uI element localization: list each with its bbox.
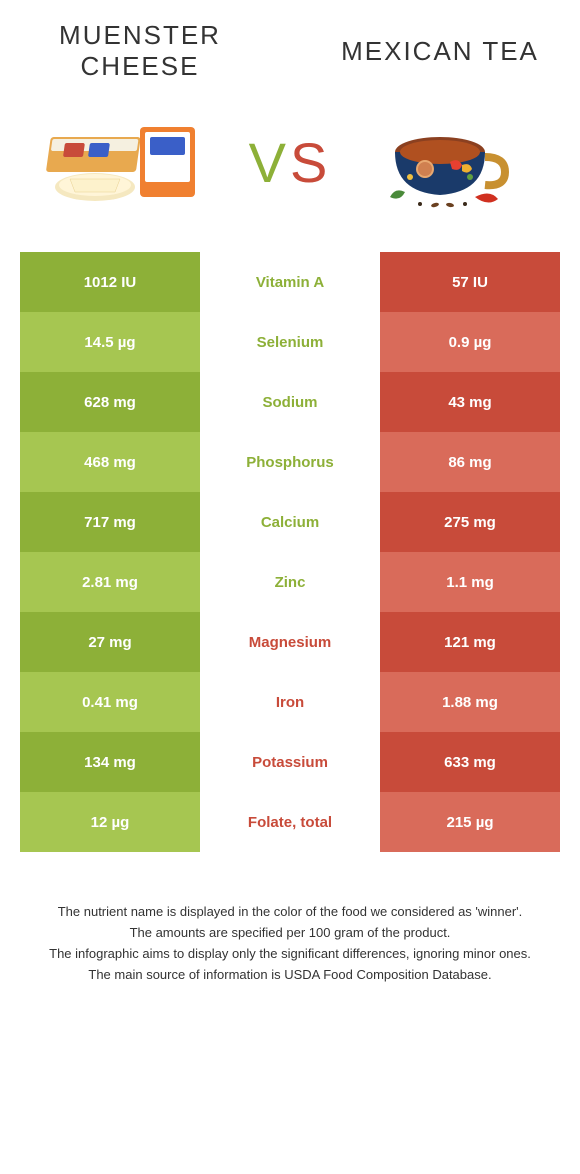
- right-value: 0.9 µg: [380, 312, 560, 372]
- footer-line-2: The amounts are specified per 100 gram o…: [20, 923, 560, 944]
- left-value: 14.5 µg: [20, 312, 200, 372]
- table-row: 0.41 mgIron1.88 mg: [20, 672, 560, 732]
- left-value: 134 mg: [20, 732, 200, 792]
- footer-line-1: The nutrient name is displayed in the co…: [20, 902, 560, 923]
- vs-s-letter: S: [290, 131, 331, 194]
- nutrient-name: Selenium: [200, 312, 380, 372]
- nutrient-name: Potassium: [200, 732, 380, 792]
- left-value: 27 mg: [20, 612, 200, 672]
- right-value: 215 µg: [380, 792, 560, 852]
- left-food-title: Muenster cheese: [40, 20, 240, 82]
- right-value: 43 mg: [380, 372, 560, 432]
- left-value: 2.81 mg: [20, 552, 200, 612]
- vs-label: VS: [249, 130, 332, 195]
- right-value: 1.1 mg: [380, 552, 560, 612]
- right-value: 275 mg: [380, 492, 560, 552]
- nutrient-name: Magnesium: [200, 612, 380, 672]
- nutrient-name: Iron: [200, 672, 380, 732]
- table-row: 12 µgFolate, total215 µg: [20, 792, 560, 852]
- table-row: 468 mgPhosphorus86 mg: [20, 432, 560, 492]
- nutrient-name: Vitamin A: [200, 252, 380, 312]
- header: Muenster cheese Mexican tea: [0, 20, 580, 82]
- footer-line-3: The infographic aims to display only the…: [20, 944, 560, 965]
- left-value: 1012 IU: [20, 252, 200, 312]
- footer-notes: The nutrient name is displayed in the co…: [20, 902, 560, 985]
- footer-line-4: The main source of information is USDA F…: [20, 965, 560, 986]
- right-food-title: Mexican tea: [340, 36, 540, 67]
- table-row: 134 mgPotassium633 mg: [20, 732, 560, 792]
- right-value: 1.88 mg: [380, 672, 560, 732]
- right-value: 633 mg: [380, 732, 560, 792]
- nutrient-name: Zinc: [200, 552, 380, 612]
- right-value: 121 mg: [380, 612, 560, 672]
- images-row: VS: [0, 102, 580, 222]
- left-value: 717 mg: [20, 492, 200, 552]
- table-row: 717 mgCalcium275 mg: [20, 492, 560, 552]
- right-value: 86 mg: [380, 432, 560, 492]
- left-value: 628 mg: [20, 372, 200, 432]
- nutrient-name: Calcium: [200, 492, 380, 552]
- tea-image: [360, 102, 540, 222]
- nutrient-name: Sodium: [200, 372, 380, 432]
- left-value: 0.41 mg: [20, 672, 200, 732]
- table-row: 27 mgMagnesium121 mg: [20, 612, 560, 672]
- left-value: 12 µg: [20, 792, 200, 852]
- cheese-icon: [45, 107, 215, 217]
- nutrient-name: Folate, total: [200, 792, 380, 852]
- tea-icon: [380, 107, 520, 217]
- nutrient-table: 1012 IUVitamin A57 IU14.5 µgSelenium0.9 …: [20, 252, 560, 852]
- right-value: 57 IU: [380, 252, 560, 312]
- nutrient-name: Phosphorus: [200, 432, 380, 492]
- left-value: 468 mg: [20, 432, 200, 492]
- cheese-image: [40, 102, 220, 222]
- table-row: 2.81 mgZinc1.1 mg: [20, 552, 560, 612]
- table-row: 1012 IUVitamin A57 IU: [20, 252, 560, 312]
- table-row: 14.5 µgSelenium0.9 µg: [20, 312, 560, 372]
- vs-v-letter: V: [249, 131, 290, 194]
- table-row: 628 mgSodium43 mg: [20, 372, 560, 432]
